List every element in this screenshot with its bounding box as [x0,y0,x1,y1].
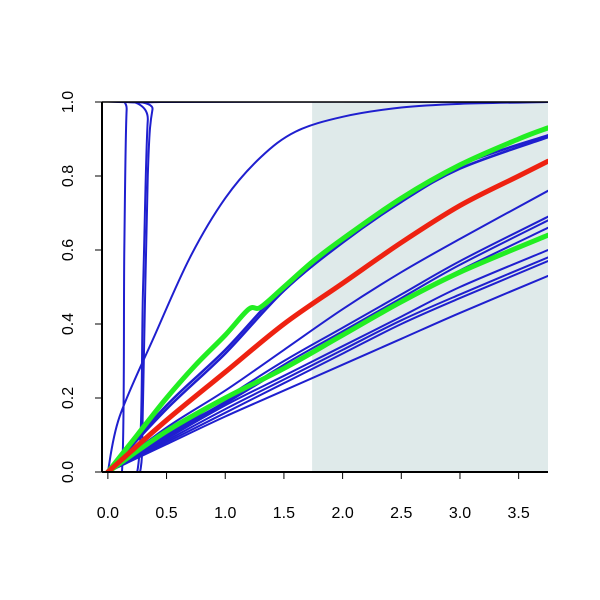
series-line-2 [106,102,548,472]
x-tick-label: 1.5 [273,505,295,522]
series-line-17 [105,158,548,472]
y-tick-label: 0.8 [60,165,77,187]
x-tick-label: 3.0 [449,505,471,522]
x-axis: 0.0 0.5 1.0 1.5 2.0 2.5 3.0 3.5 [97,472,530,522]
series-line-16 [105,232,548,472]
series-line-9 [106,219,548,472]
x-tick-label: 2.5 [390,505,412,522]
x-tick-label: 0.5 [155,505,177,522]
series-line-3 [106,102,548,472]
plot-frame [101,101,548,473]
series-line-6 [106,135,548,472]
y-tick-label: 0.2 [60,387,77,409]
series-line-12 [106,256,548,472]
series-line-14 [106,274,548,472]
series-line-11 [106,249,548,472]
x-tick-label: 0.0 [97,505,119,522]
y-tick-label: 0.6 [60,239,77,261]
series-line-13 [106,260,548,472]
x-tick-label: 2.0 [331,505,353,522]
x-tick-label: 1.0 [214,505,236,522]
series-line-7 [106,189,548,472]
y-axis: 0.0 0.2 0.4 0.6 0.8 1.0 [60,91,102,483]
y-tick-label: 1.0 [60,91,77,113]
series-layer [105,102,548,472]
series-line-15 [105,125,548,472]
y-tick-label: 0.0 [60,461,77,483]
y-tick-label: 0.4 [60,313,77,335]
x-tick-label: 3.5 [508,505,530,522]
series-line-4 [106,102,548,472]
